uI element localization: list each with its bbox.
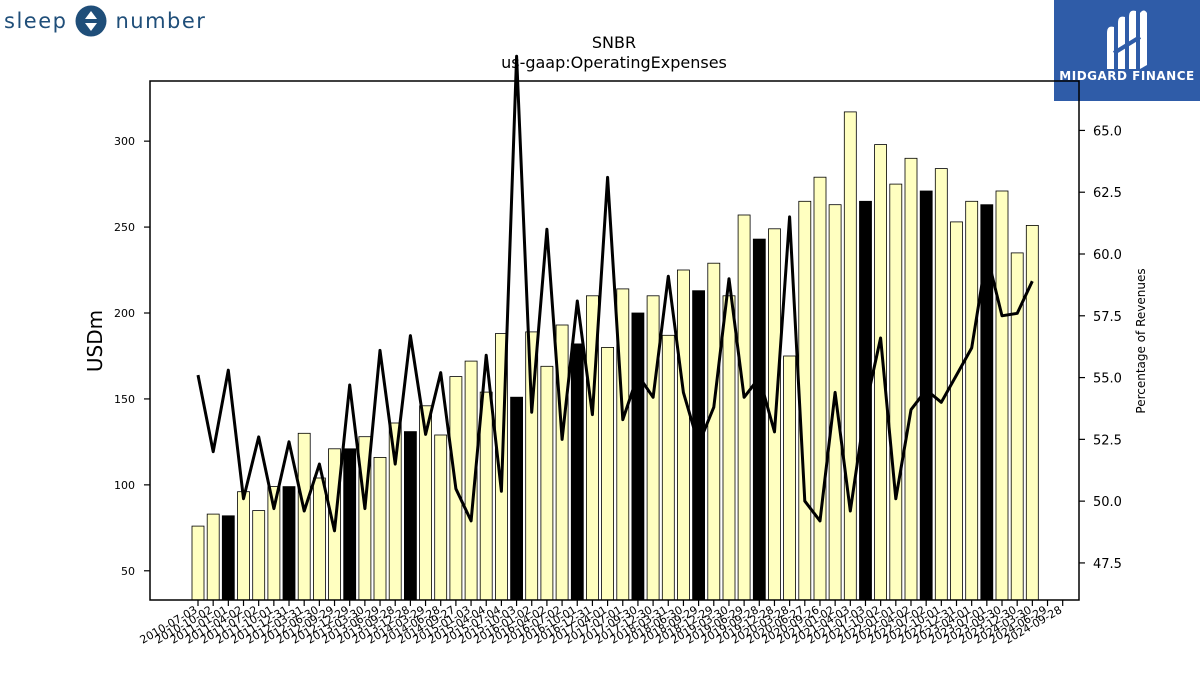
bar-2011-04-02 (237, 491, 250, 601)
y2-axis-label: Percentage of Revenues (1134, 268, 1148, 413)
bar-2015-04-04 (479, 391, 493, 601)
bar-2013-09-28 (388, 422, 402, 601)
bar-2021-04-03 (843, 111, 857, 601)
y2-tick-label: 60.0 (1093, 248, 1122, 263)
bar-2012-12-29 (343, 448, 357, 601)
left-axis: 50 100 150 200 250 300 (114, 135, 150, 578)
y-tick-label: 100 (114, 479, 135, 492)
midgard-finance-logo: MIDGARD FINANCE (1054, 0, 1200, 101)
y2-tick-label: 57.5 (1093, 310, 1122, 325)
bar-2010-07-03 (191, 525, 205, 601)
bar-2020-03-28 (783, 355, 796, 601)
bar-2022-12-31 (950, 221, 963, 601)
bar-2023-04-01 (965, 200, 979, 601)
bar-2012-03-31 (297, 432, 311, 601)
bar-2022-10-01 (934, 168, 948, 601)
bar-2019-03-30 (722, 295, 736, 601)
y2-tick-label: 47.5 (1093, 557, 1122, 572)
bar-2020-09-26 (813, 176, 827, 601)
plot-frame (149, 80, 1080, 601)
x-axis: 2010-07-032010-10-022011-01-012011-04-02… (138, 600, 1064, 647)
bar-2018-03-31 (661, 334, 675, 601)
bar-2023-07-01 (980, 204, 994, 601)
bar-2017-09-30 (631, 312, 645, 601)
midgard-m-icon (1107, 10, 1147, 70)
logo-text-sleep: sleep (4, 9, 68, 33)
chart-subtitle: us-gaap:OperatingExpenses (501, 53, 727, 72)
chart-title: SNBR (592, 33, 636, 52)
logo-text-midgard: MIDGARD FINANCE (1059, 69, 1195, 83)
bar-2011-07-02 (252, 510, 266, 601)
bar-2016-04-02 (540, 365, 554, 601)
bar-2011-12-31 (282, 486, 296, 601)
bar-2016-10-01 (570, 343, 584, 601)
bar-2012-06-30 (312, 477, 326, 601)
y-axis-label: USDm (83, 310, 107, 372)
bar-2015-10-03 (510, 396, 524, 601)
y-tick-label: 250 (114, 221, 135, 234)
logo-text-number: number (115, 9, 207, 33)
bar-2018-12-29 (707, 262, 721, 601)
y2-tick-label: 62.5 (1093, 186, 1122, 201)
bar-2011-01-01 (221, 515, 235, 601)
y2-tick-label: 55.0 (1093, 372, 1122, 387)
y-tick-label: 50 (121, 565, 135, 578)
bar-2017-04-01 (601, 346, 614, 601)
bar-2023-09-30 (995, 190, 1009, 601)
bar-2022-01-01 (889, 183, 903, 601)
bar-2017-12-30 (646, 295, 660, 601)
percentage-of-revenues-line (196, 54, 1034, 533)
y-tick-label: 300 (114, 135, 135, 148)
y-tick-label: 150 (114, 393, 135, 406)
right-axis: 47.5 50.0 52.5 55.0 57.5 60.0 62.5 65.0 (1079, 124, 1122, 572)
bar-2014-06-28 (434, 434, 448, 601)
bar-2013-06-29 (373, 456, 387, 601)
bar-2019-09-28 (752, 238, 766, 601)
y-tick-label: 200 (114, 307, 135, 320)
bar-2013-12-28 (403, 431, 417, 601)
bar-2022-04-02 (904, 157, 918, 601)
bar-2010-10-02 (206, 513, 220, 601)
y2-tick-label: 50.0 (1093, 495, 1122, 510)
sleep-number-logo: sleep number (4, 4, 206, 38)
y2-tick-label: 52.5 (1093, 433, 1122, 448)
bar-2018-06-30 (677, 269, 690, 601)
bar-2019-06-29 (737, 214, 751, 601)
y2-tick-label: 65.0 (1093, 124, 1122, 139)
sleep-number-circle-icon (75, 5, 107, 37)
bars-layer (191, 111, 1039, 601)
